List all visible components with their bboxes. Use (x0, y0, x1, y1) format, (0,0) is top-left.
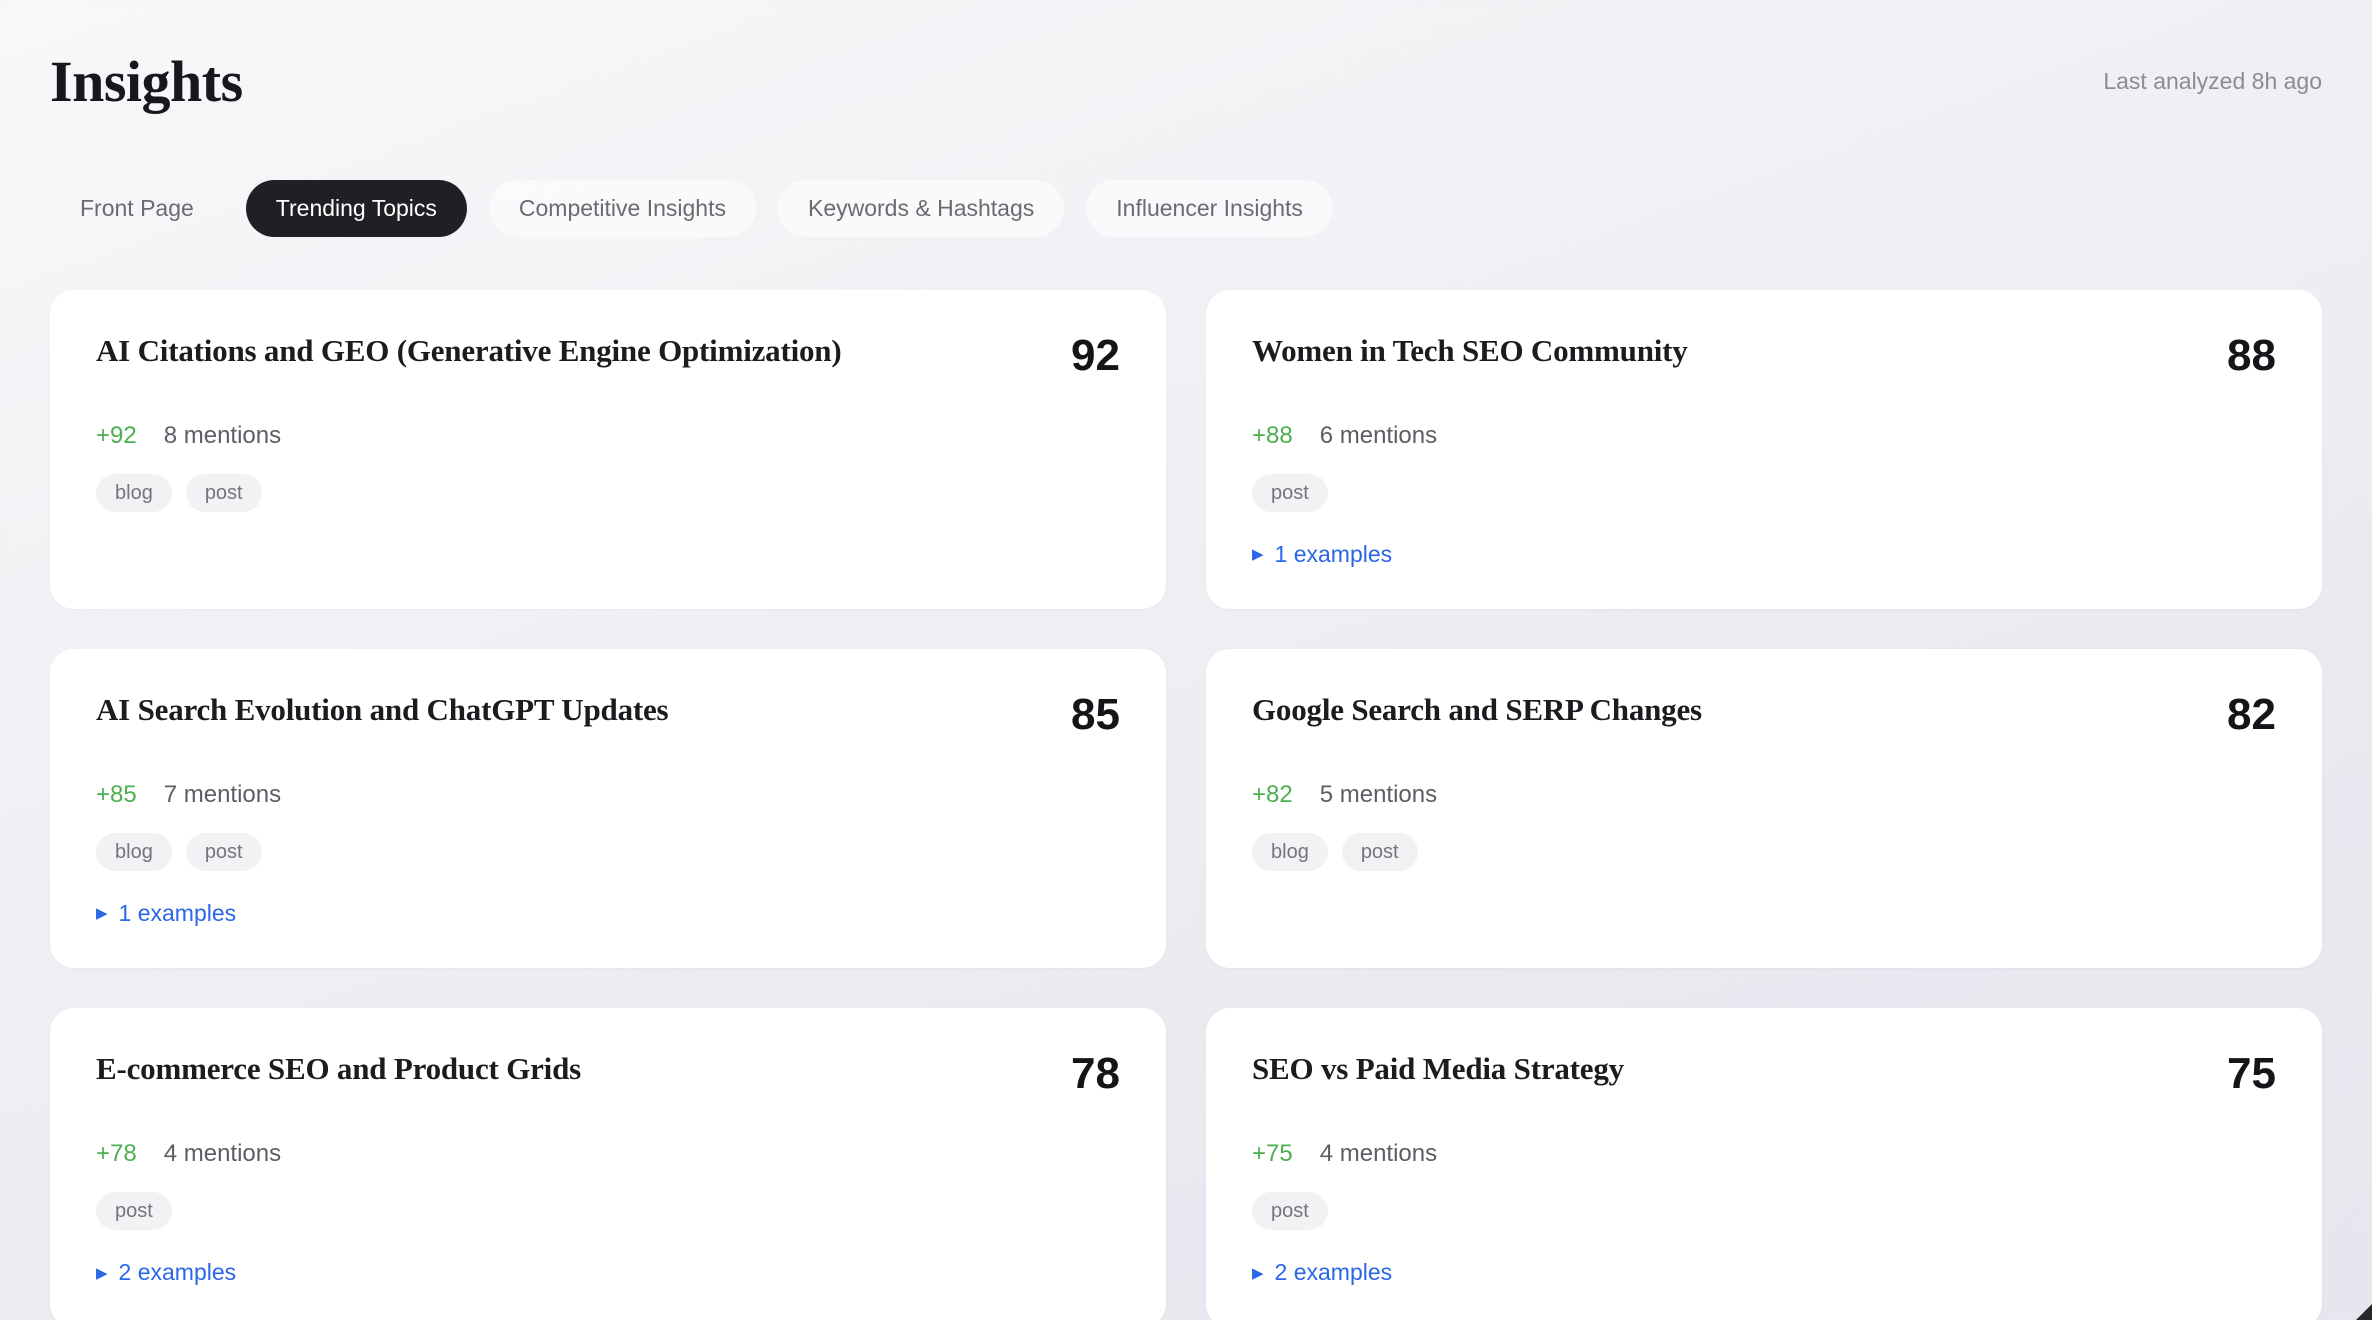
topic-delta: +88 (1252, 421, 1293, 449)
topic-card: Google Search and SERP Changes 82 +82 5 … (1206, 649, 2322, 969)
topic-title: SEO vs Paid Media Strategy (1252, 1051, 1624, 1087)
topic-title: AI Search Evolution and ChatGPT Updates (96, 692, 669, 728)
disclosure-triangle-icon: ▶ (96, 1264, 108, 1282)
topic-score: 78 (1071, 1049, 1120, 1099)
topic-score: 82 (2227, 690, 2276, 740)
examples-label: 2 examples (1274, 1259, 1393, 1286)
examples-toggle[interactable]: ▶ 1 examples (96, 900, 237, 927)
topic-card: Women in Tech SEO Community 88 +88 6 men… (1206, 289, 2322, 610)
topic-stats: +92 8 mentions (96, 422, 1120, 450)
topic-card-header: E-commerce SEO and Product Grids 78 (96, 1050, 1120, 1096)
topic-card: E-commerce SEO and Product Grids 78 +78 … (50, 1008, 1166, 1320)
topic-tag: blog (96, 473, 172, 512)
topic-stats: +82 5 mentions (1252, 781, 2276, 809)
topic-title: Google Search and SERP Changes (1252, 692, 1702, 728)
topic-mentions: 8 mentions (163, 421, 282, 449)
topic-card: AI Citations and GEO (Generative Engine … (50, 289, 1166, 610)
topic-mentions: 7 mentions (163, 781, 282, 809)
disclosure-triangle-icon: ▶ (96, 905, 108, 923)
topic-delta: +92 (96, 421, 137, 449)
topic-card-header: SEO vs Paid Media Strategy 75 (1252, 1050, 2276, 1096)
topic-stats: +75 4 mentions (1252, 1140, 2276, 1168)
topic-card-header: Women in Tech SEO Community 88 (1252, 332, 2276, 378)
topic-mentions: 4 mentions (1319, 1140, 1438, 1168)
disclosure-triangle-icon: ▶ (1252, 545, 1264, 563)
topic-mentions: 4 mentions (163, 1140, 282, 1168)
topic-delta: +75 (1252, 1140, 1293, 1168)
topic-card-header: AI Search Evolution and ChatGPT Updates … (96, 691, 1120, 737)
tab-trending-topics[interactable]: Trending Topics (245, 179, 467, 237)
tab-label: Trending Topics (275, 194, 437, 221)
examples-label: 1 examples (118, 900, 237, 927)
topic-tags: blog post (96, 833, 1120, 872)
topic-tags: post (1252, 473, 2276, 512)
topic-delta: +78 (96, 1140, 137, 1168)
topic-title: Women in Tech SEO Community (1252, 332, 1688, 368)
last-analyzed-timestamp: Last analyzed 8h ago (2103, 68, 2322, 95)
topic-stats: +78 4 mentions (96, 1140, 1120, 1168)
topic-delta: +85 (96, 781, 137, 809)
tab-label: Influencer Insights (1116, 194, 1303, 221)
topic-card: AI Search Evolution and ChatGPT Updates … (50, 649, 1166, 969)
topic-tag: blog (1252, 833, 1328, 872)
topic-tag: post (1252, 473, 1328, 512)
topic-mentions: 5 mentions (1319, 781, 1438, 809)
topic-mentions: 6 mentions (1319, 421, 1438, 449)
page-title: Insights (50, 49, 243, 114)
topic-tags: post (1252, 1192, 2276, 1231)
topic-cards-grid: AI Citations and GEO (Generative Engine … (50, 289, 2322, 1320)
examples-toggle[interactable]: ▶ 2 examples (96, 1259, 237, 1286)
examples-label: 2 examples (118, 1259, 237, 1286)
examples-toggle[interactable]: ▶ 1 examples (1252, 540, 1393, 567)
topic-card-header: Google Search and SERP Changes 82 (1252, 691, 2276, 737)
tab-influencer-insights[interactable]: Influencer Insights (1086, 179, 1333, 237)
tab-label: Competitive Insights (518, 194, 726, 221)
topic-tag: post (185, 473, 262, 512)
topic-card: SEO vs Paid Media Strategy 75 +75 4 ment… (1206, 1008, 2322, 1320)
topic-score: 75 (2227, 1049, 2276, 1099)
topic-card-header: AI Citations and GEO (Generative Engine … (96, 332, 1120, 378)
page-header: Insights Last analyzed 8h ago (50, 50, 2322, 114)
insights-page: Insights Last analyzed 8h ago Front Page… (0, 50, 2372, 1320)
examples-label: 1 examples (1274, 540, 1393, 567)
topic-title: AI Citations and GEO (Generative Engine … (96, 332, 842, 368)
tab-label: Front Page (80, 194, 194, 221)
topic-score: 85 (1071, 690, 1120, 740)
topic-stats: +85 7 mentions (96, 781, 1120, 809)
tab-front-page[interactable]: Front Page (50, 180, 224, 237)
topic-tag: post (96, 1192, 172, 1231)
topic-stats: +88 6 mentions (1252, 422, 2276, 450)
topic-tag: blog (96, 833, 172, 872)
topic-score: 88 (2227, 330, 2276, 380)
tabs: Front Page Trending Topics Competitive I… (50, 179, 2322, 237)
examples-toggle[interactable]: ▶ 2 examples (1252, 1259, 1393, 1286)
topic-tags: blog post (1252, 833, 2276, 872)
topic-tag: post (1252, 1192, 1328, 1231)
topic-tag: post (1341, 833, 1418, 872)
topic-tags: blog post (96, 473, 1120, 512)
mouse-cursor-tip (2350, 1298, 2372, 1320)
topic-delta: +82 (1252, 781, 1293, 809)
disclosure-triangle-icon: ▶ (1252, 1264, 1264, 1282)
topic-score: 92 (1071, 330, 1120, 380)
tab-label: Keywords & Hashtags (807, 194, 1035, 221)
topic-tag: post (185, 833, 262, 872)
topic-title: E-commerce SEO and Product Grids (96, 1051, 581, 1087)
tab-keywords-hashtags[interactable]: Keywords & Hashtags (777, 179, 1065, 237)
topic-tags: post (96, 1192, 1120, 1231)
tab-competitive-insights[interactable]: Competitive Insights (488, 179, 756, 237)
